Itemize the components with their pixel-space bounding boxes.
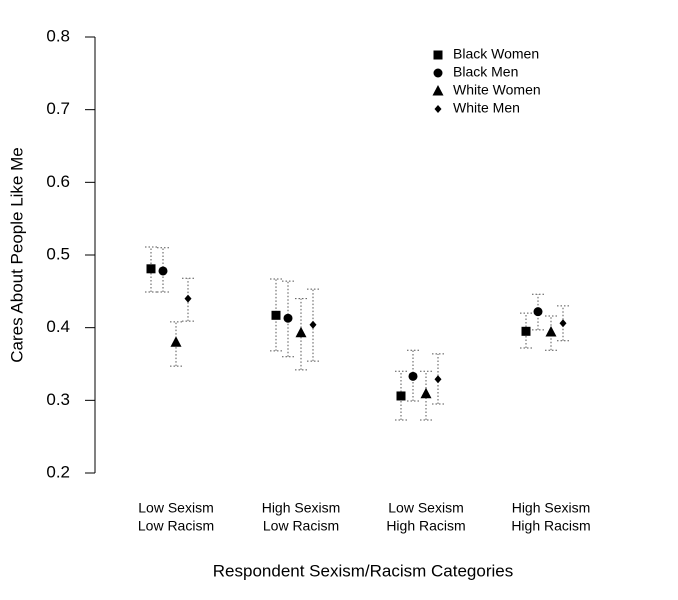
point <box>420 387 432 399</box>
x-tick-label: High Sexism <box>512 500 591 516</box>
x-tick-label: High Racism <box>386 518 465 534</box>
point <box>146 264 156 274</box>
point <box>396 391 406 401</box>
point <box>521 326 531 336</box>
x-tick-label: Low Sexism <box>388 500 463 516</box>
x-tick-label: Low Racism <box>138 518 214 534</box>
point <box>309 320 317 329</box>
point <box>283 313 293 323</box>
legend-marker <box>433 50 443 60</box>
legend-marker <box>434 105 442 113</box>
legend-marker <box>432 85 444 96</box>
y-tick-label: 0.6 <box>46 172 70 191</box>
point <box>170 336 182 347</box>
y-axis-label: Cares About People Like Me <box>7 147 26 362</box>
x-tick-label: Low Racism <box>263 518 339 534</box>
legend-label: Black Men <box>453 64 518 80</box>
legend-label: Black Women <box>453 46 539 62</box>
point <box>184 294 192 303</box>
y-tick-label: 0.4 <box>46 317 70 336</box>
x-axis-label: Respondent Sexism/Racism Categories <box>213 561 513 580</box>
legend-label: White Men <box>453 100 520 116</box>
point <box>408 371 418 381</box>
y-tick-label: 0.3 <box>46 390 70 409</box>
y-tick-label: 0.5 <box>46 244 70 263</box>
point <box>158 266 168 276</box>
y-tick-label: 0.7 <box>46 99 70 118</box>
point <box>559 319 567 328</box>
y-tick-label: 0.2 <box>46 462 70 481</box>
y-tick-label: 0.8 <box>46 26 70 45</box>
point <box>271 310 281 320</box>
point <box>295 326 307 338</box>
point <box>434 375 442 384</box>
point <box>545 326 557 337</box>
x-tick-label: High Sexism <box>262 500 341 516</box>
x-tick-label: Low Sexism <box>138 500 213 516</box>
point <box>533 307 543 317</box>
legend-label: White Women <box>453 82 541 98</box>
x-tick-label: High Racism <box>511 518 590 534</box>
legend-marker <box>433 68 443 78</box>
